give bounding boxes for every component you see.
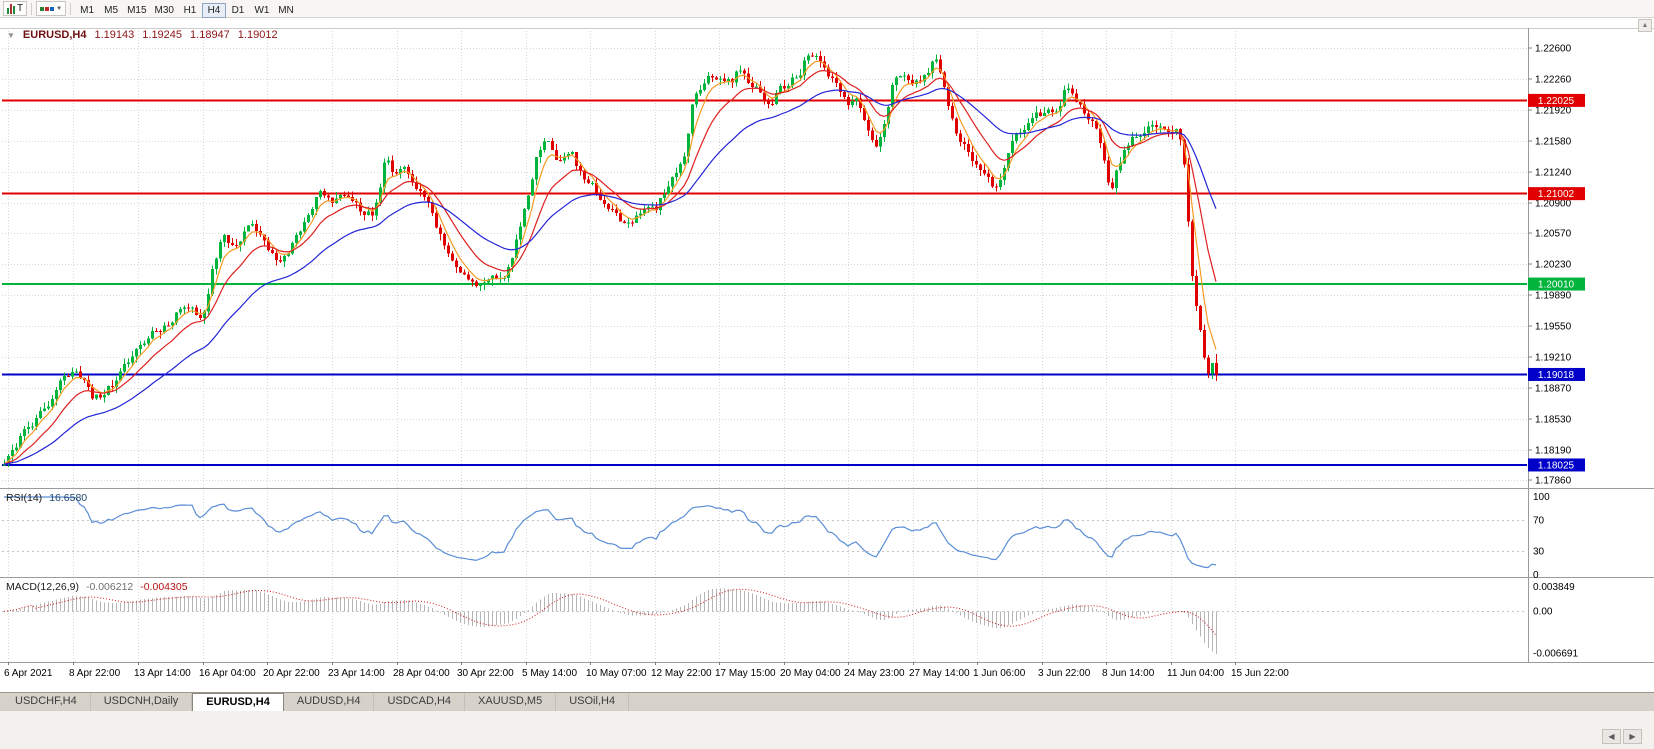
rsi-axis-label: 30 xyxy=(1533,547,1545,558)
time-tick-label: 23 Apr 14:00 xyxy=(328,668,385,679)
timeframe-button-m30[interactable]: M30 xyxy=(151,3,178,18)
price-tick-label: 1.20230 xyxy=(1535,260,1572,271)
svg-text:1.21002: 1.21002 xyxy=(1538,189,1575,200)
dropdown-arrow-icon: ▼ xyxy=(56,5,63,12)
moving-average-slow-blue xyxy=(3,87,1217,465)
price-tick-label: 1.20900 xyxy=(1535,198,1572,209)
time-tick-label: 8 Apr 22:00 xyxy=(69,668,121,679)
price-tick-label: 1.21580 xyxy=(1535,136,1572,147)
macd-axis-label: -0.006691 xyxy=(1533,649,1578,660)
moving-average-mid-red xyxy=(3,69,1217,465)
chart-tab-xauusd-m5[interactable]: XAUUSD,M5 xyxy=(465,693,557,711)
price-tick-label: 1.21920 xyxy=(1535,105,1572,116)
tab-scroll-right-button[interactable]: ▶ xyxy=(1623,729,1642,744)
timeframe-button-h1[interactable]: H1 xyxy=(178,3,202,18)
price-tag-1.18025: 1.18025 xyxy=(1528,458,1585,472)
timeframe-button-h4[interactable]: H4 xyxy=(201,2,226,18)
timeframe-toolbar: M1 M5 M15 M30 H1 H4 D1 W1 MN xyxy=(75,0,298,18)
toolbar-separator xyxy=(31,2,33,15)
time-tick-label: 24 May 23:00 xyxy=(844,668,905,679)
price-tick-label: 1.20570 xyxy=(1535,229,1572,240)
chart-scroll-up-button[interactable]: ▲ xyxy=(1638,19,1652,32)
price-tick-label: 1.17860 xyxy=(1535,476,1572,487)
timeframe-button-m15[interactable]: M15 xyxy=(123,3,150,18)
price-tick-label: 1.18530 xyxy=(1535,414,1572,425)
chart-tab-usoil-h4[interactable]: USOil,H4 xyxy=(556,693,630,711)
price-axis: 1.22600 1.22260 1.21920 1.21580 1.21240 1.209… xyxy=(1528,44,1572,487)
macd-axis-label: 0.00 xyxy=(1533,606,1553,617)
time-tick-label: 27 May 14:00 xyxy=(909,668,970,679)
time-tick-label: 6 Apr 2021 xyxy=(4,668,53,679)
price-tag-1.20010: 1.20010 xyxy=(1528,277,1585,291)
palette-icon xyxy=(40,6,55,11)
price-tick-label: 1.22260 xyxy=(1535,74,1572,85)
time-tick-label: 10 May 07:00 xyxy=(586,668,647,679)
collapse-arrow-icon[interactable]: ▼ xyxy=(7,30,15,40)
svg-text:1.19018: 1.19018 xyxy=(1538,370,1575,381)
time-axis: 6 Apr 2021 8 Apr 22:00 13 Apr 14:00 16 Apr … xyxy=(4,662,1289,679)
chart-tab-usdcnh-daily[interactable]: USDCNH,Daily xyxy=(91,693,193,711)
svg-text:1.18025: 1.18025 xyxy=(1538,460,1575,471)
time-tick-label: 5 May 14:00 xyxy=(522,668,577,679)
chart-window: 100 70 30 0 0.003849 0.00 -0.006691 1.22600 1.22… xyxy=(0,18,1654,692)
time-tick-label: 28 Apr 04:00 xyxy=(393,668,450,679)
chart-tabs: USDCHF,H4 USDCNH,Daily EURUSD,H4 AUDUSD,H4 U… xyxy=(2,692,630,711)
chart-type-button[interactable]: T xyxy=(3,1,28,16)
panel-separators xyxy=(0,28,1654,663)
time-tick-label: 12 May 22:00 xyxy=(651,668,712,679)
rsi-line xyxy=(4,496,1217,569)
rsi-panel xyxy=(2,496,1527,569)
chart-tabs-bar: USDCHF,H4 USDCNH,Daily EURUSD,H4 AUDUSD,H4 U… xyxy=(0,692,1654,711)
rsi-axis-label: 0 xyxy=(1533,570,1539,581)
price-tag-1.22025: 1.22025 xyxy=(1528,93,1585,107)
chart-tab-usdcad-h4[interactable]: USDCAD,H4 xyxy=(374,693,466,711)
chart-tab-usdchf-h4[interactable]: USDCHF,H4 xyxy=(2,693,91,711)
time-tick-label: 20 Apr 22:00 xyxy=(263,668,320,679)
tab-scroll-left-button[interactable]: ◀ xyxy=(1602,729,1621,744)
macd-panel xyxy=(2,588,1527,654)
chart-tab-audusd-h4[interactable]: AUDUSD,H4 xyxy=(284,693,375,711)
price-tag-1.21002: 1.21002 xyxy=(1528,187,1585,201)
timeframe-button-w1[interactable]: W1 xyxy=(250,3,274,18)
time-tick-label: 20 May 04:00 xyxy=(780,668,841,679)
price-tick-label: 1.18870 xyxy=(1535,383,1572,394)
macd-axis-label: 0.003849 xyxy=(1533,582,1575,593)
price-tick-label: 1.19550 xyxy=(1535,321,1572,332)
time-tick-label: 1 Jun 06:00 xyxy=(973,668,1026,679)
status-bar: ◀ ▶ xyxy=(0,711,1654,749)
time-tick-label: 11 Jun 04:00 xyxy=(1167,668,1225,679)
time-tick-label: 8 Jun 14:00 xyxy=(1102,668,1155,679)
price-tag-1.19018: 1.19018 xyxy=(1528,367,1585,381)
macd-histogram xyxy=(8,588,1217,654)
time-tick-label: 13 Apr 14:00 xyxy=(134,668,191,679)
timeframe-button-m1[interactable]: M1 xyxy=(75,3,99,18)
timeframe-button-d1[interactable]: D1 xyxy=(226,3,250,18)
time-tick-label: 17 May 15:00 xyxy=(715,668,776,679)
tab-scroll-arrows: ◀ ▶ xyxy=(1602,729,1642,744)
price-tick-label: 1.19210 xyxy=(1535,352,1572,363)
price-tick-label: 1.22600 xyxy=(1535,44,1572,55)
chart-type-label: T xyxy=(17,3,24,14)
timeframe-button-m5[interactable]: M5 xyxy=(99,3,123,18)
time-tick-label: 16 Apr 04:00 xyxy=(199,668,256,679)
time-tick-label: 30 Apr 22:00 xyxy=(457,668,514,679)
price-tick-label: 1.19890 xyxy=(1535,290,1572,301)
top-toolbar: T ▼ M1 M5 M15 M30 H1 H4 D1 W1 MN xyxy=(0,0,1654,18)
price-tick-label: 1.18190 xyxy=(1535,445,1572,456)
chart-templates-button[interactable]: ▼ xyxy=(36,1,67,16)
svg-text:1.22025: 1.22025 xyxy=(1538,96,1575,107)
time-tick-label: 15 Jun 22:00 xyxy=(1231,668,1289,679)
price-tick-label: 1.21240 xyxy=(1535,167,1572,178)
price-chart[interactable]: 100703000.0038490.00-0.0066911.226001.22… xyxy=(0,18,1654,692)
svg-text:1.20010: 1.20010 xyxy=(1538,280,1575,291)
rsi-axis-label: 70 xyxy=(1533,515,1545,526)
toolbar-separator xyxy=(70,2,72,15)
candlestick-chart-icon xyxy=(7,3,15,14)
time-tick-label: 3 Jun 22:00 xyxy=(1038,668,1091,679)
chart-tab-eurusd-h4[interactable]: EURUSD,H4 xyxy=(192,693,284,711)
timeframe-button-mn[interactable]: MN xyxy=(274,3,298,18)
rsi-axis-label: 100 xyxy=(1533,492,1550,503)
